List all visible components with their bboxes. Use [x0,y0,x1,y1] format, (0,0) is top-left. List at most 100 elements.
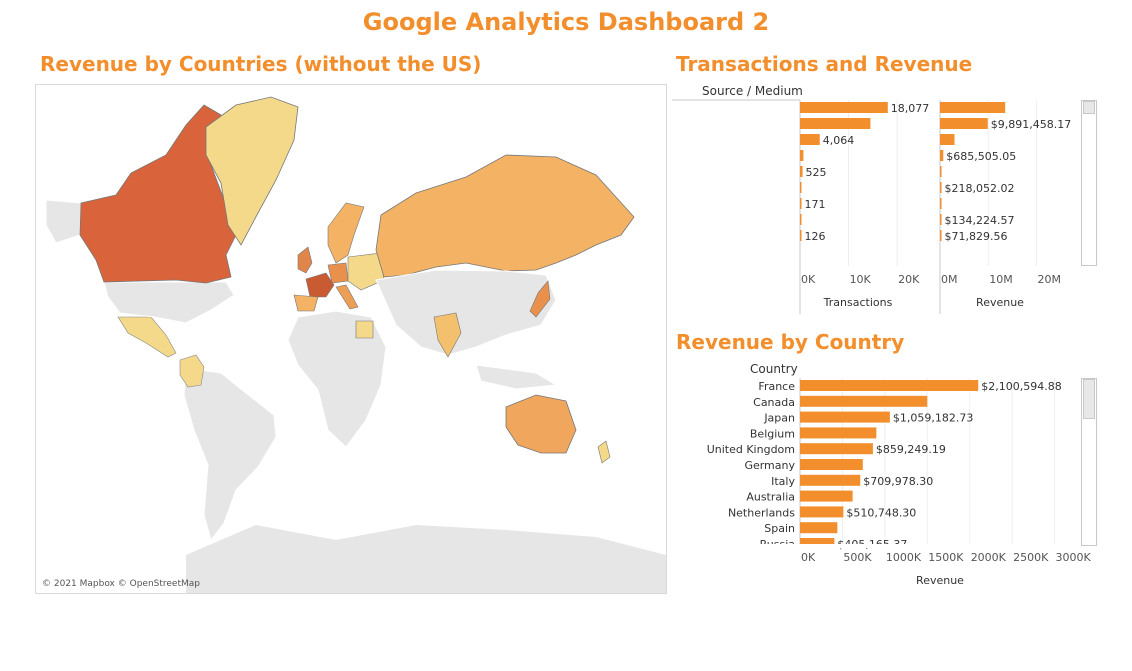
map-russia[interactable] [375,154,635,278]
country-tick-label: 1500K [928,551,964,564]
revenue-axis-title: Revenue [976,296,1024,309]
country-bar-label: $1,059,182.73 [893,412,973,425]
world-map[interactable]: © 2021 Mapbox © OpenStreetMap [35,84,667,594]
revenue-bar[interactable] [940,102,1006,113]
map-indonesia[interactable] [475,364,558,390]
country-tick-label: 0K [801,551,816,564]
country-axis-title: Revenue [916,574,964,587]
country-bar[interactable] [800,538,835,544]
map-greenland[interactable] [205,96,299,246]
revenue-tick-label: 20M [1038,273,1062,286]
transactions-panel: Source / Medium 0K 10K 20K 18,077 4,064 525 17… [672,82,1102,322]
map-egypt[interactable] [355,320,374,339]
revenue-tick-label: 10M [989,273,1013,286]
country-bar-label: $709,978.30 [863,475,933,488]
transactions-bar[interactable] [800,134,820,145]
dashboard-title: Google Analytics Dashboard 2 [362,8,770,36]
map-usa[interactable] [103,281,235,324]
country-tick-label: 2000K [971,551,1007,564]
map-spain[interactable] [293,294,319,312]
transactions-tick-label: 10K [850,273,872,286]
map-japan[interactable] [529,280,551,318]
transactions-tick-label: 0K [801,273,816,286]
revenue-bar[interactable] [940,182,942,193]
map-france[interactable] [305,272,335,298]
revenue-bar[interactable] [940,166,942,177]
country-row-label: Italy [771,475,795,488]
transactions-bar[interactable] [800,182,802,193]
map-new-zealand[interactable] [597,440,611,464]
country-row-label: Netherlands [728,506,795,519]
map-credit: © 2021 Mapbox © OpenStreetMap [42,579,200,589]
revenue-bar[interactable] [940,134,955,145]
country-header: Country [750,362,798,376]
map-uk[interactable] [297,246,313,274]
map-colombia[interactable] [179,354,205,388]
country-row-label: Canada [753,396,795,409]
transactions-bar[interactable] [800,150,804,161]
country-row-label: France [758,380,795,393]
map-antarctica[interactable] [186,525,666,593]
transactions-bar[interactable] [800,214,802,225]
transactions-scroll-thumb[interactable] [1083,101,1095,114]
country-bar[interactable] [800,395,928,407]
country-bar[interactable] [800,522,838,534]
map-title: Revenue by Countries (without the US) [40,52,482,76]
revenue-bar[interactable] [940,198,942,209]
transactions-bar-label: 171 [805,198,826,211]
transactions-bar[interactable] [800,118,871,129]
map-south-america[interactable] [183,367,277,542]
country-tick-label: 2500K [1013,551,1049,564]
revenue-bar-label: $134,224.57 [945,214,1015,227]
country-row-label: United Kingdom [707,443,795,456]
country-bar[interactable] [800,490,853,502]
revenue-bar-label: $685,505.05 [946,150,1016,163]
transactions-bar[interactable] [800,230,802,241]
transactions-tick-label: 20K [898,273,920,286]
transactions-scrollbar[interactable] [1081,100,1097,266]
country-bar-label: $2,100,594.88 [981,380,1061,393]
country-scroll-thumb[interactable] [1083,379,1095,419]
map-africa[interactable] [287,310,387,448]
transactions-chart: 0K 10K 20K 18,077 4,064 525 171 126 Transactions… [672,99,1081,314]
map-india[interactable] [433,312,462,358]
source-medium-header: Source / Medium [702,84,803,98]
country-chart: 0K 500K 1000K 1500K 2000K 2500K 3000K France $2,… [672,378,1092,587]
country-title: Revenue by Country [676,330,905,354]
country-tick-label: 500K [843,551,872,564]
country-tick-label: 1000K [886,551,922,564]
map-alaska[interactable] [45,199,82,244]
revenue-bar[interactable] [940,214,942,225]
country-row-label: Belgium [750,427,795,440]
map-east-europe[interactable] [347,252,385,291]
transactions-bar-label: 126 [805,230,826,243]
country-row-label: Australia [746,491,795,504]
revenue-bar[interactable] [940,150,944,161]
revenue-bar[interactable] [940,230,942,241]
country-bar[interactable] [800,506,844,518]
map-australia[interactable] [505,394,577,454]
country-bar[interactable] [800,427,877,439]
revenue-bar[interactable] [940,118,988,129]
map-asia[interactable] [375,269,557,356]
transactions-bar[interactable] [800,102,888,113]
transactions-bar-label: 525 [806,166,827,179]
country-scrollbar[interactable] [1081,378,1097,546]
country-bar-label: $859,249.19 [876,443,946,456]
country-row-label: Japan [763,412,795,425]
transactions-bar[interactable] [800,198,802,209]
country-bar[interactable] [800,459,863,470]
country-bar[interactable] [800,380,979,391]
transactions-bar[interactable] [800,166,803,177]
country-bar[interactable] [800,443,873,455]
country-bar[interactable] [800,474,861,486]
map-scandinavia[interactable] [327,202,365,264]
country-bar[interactable] [800,411,890,423]
country-bar-label: $510,748.30 [846,506,916,519]
revenue-tick-label: 0M [941,273,958,286]
world-map-svg[interactable] [36,85,666,593]
map-mexico[interactable] [117,316,177,358]
map-italy[interactable] [335,284,359,310]
plot-clip [672,544,1081,548]
rows-area [672,100,1081,266]
